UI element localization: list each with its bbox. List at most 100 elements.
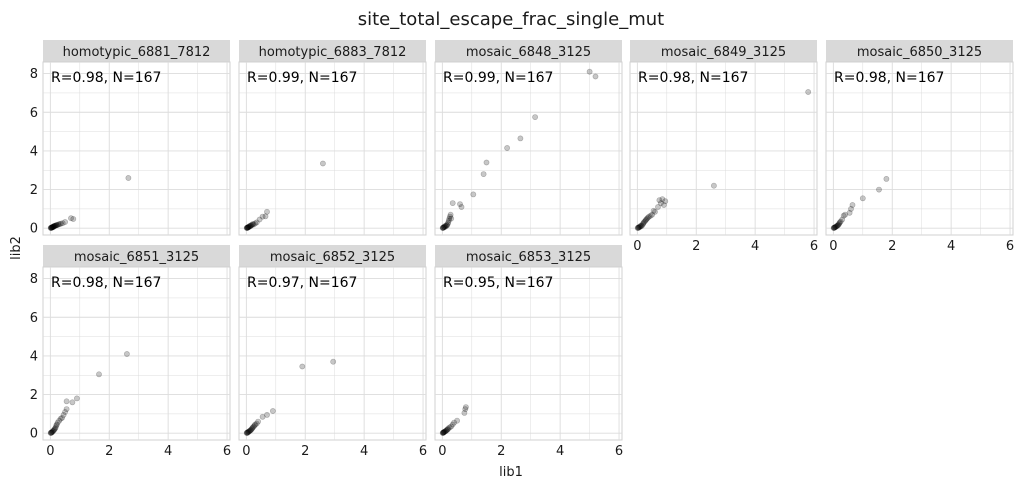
scatter-point: [446, 424, 453, 431]
scatter-point: [50, 223, 56, 230]
scatter-point: [842, 211, 848, 218]
panel-background: [42, 61, 231, 236]
scatter-point: [442, 427, 449, 434]
scatter-point: [470, 191, 477, 198]
x-tick-label: 4: [947, 239, 955, 254]
facet-panel: mosaic_6848_3125 R=0.99, N=167: [434, 40, 623, 236]
x-tick-label: 0: [46, 444, 54, 459]
scatter-point: [51, 223, 57, 230]
scatter-point: [96, 371, 102, 378]
figure-title: site_total_escape_frac_single_mut: [358, 9, 665, 30]
scatter-point: [635, 224, 641, 231]
scatter-point: [711, 182, 717, 189]
scatter-point: [53, 422, 60, 429]
scatter-point: [244, 224, 251, 231]
scatter-point: [440, 429, 447, 436]
scatter-point: [840, 212, 847, 219]
facet-panel: mosaic_6849_3125 R=0.98, N=167 0 2 4 6: [629, 40, 818, 254]
scatter-point: [63, 398, 70, 405]
scatter-point: [249, 221, 256, 228]
scatter-point: [299, 363, 306, 370]
scatter-point: [643, 216, 650, 223]
panel-background: [238, 61, 427, 236]
scatter-point: [62, 219, 68, 225]
scatter-point: [639, 221, 646, 228]
panel-annotation: R=0.97, N=167: [247, 275, 357, 291]
scatter-point: [53, 421, 60, 428]
scatter-point: [443, 222, 450, 228]
scatter-point: [658, 200, 664, 206]
y-tick-label: 4: [30, 144, 38, 159]
scatter-point: [444, 426, 451, 433]
scatter-point: [248, 426, 254, 433]
scatter-point: [444, 426, 450, 433]
x-tick-label: 2: [497, 444, 505, 459]
scatter-point: [52, 425, 58, 432]
scatter-point: [259, 213, 266, 220]
scatter-point: [246, 223, 253, 230]
scatter-point: [47, 430, 54, 436]
x-tick-label: 6: [810, 239, 818, 254]
scatter-point: [441, 223, 447, 230]
x-tick-label: 4: [360, 444, 368, 459]
x-axis-title: lib1: [499, 465, 523, 480]
scatter-point: [47, 225, 54, 231]
scatter-point: [251, 422, 258, 429]
scatter-point: [244, 224, 251, 231]
scatter-point: [243, 430, 250, 436]
scatter-point: [68, 215, 74, 222]
scatter-point: [592, 73, 599, 80]
scatter-point: [56, 417, 63, 424]
scatter-point: [48, 429, 55, 436]
facet-strip-label: homotypic_6883_7812: [259, 45, 407, 60]
y-tick-label: 2: [30, 183, 38, 198]
scatter-point: [246, 428, 253, 435]
scatter-point: [837, 218, 844, 225]
facet-panel: mosaic_6850_3125 R=0.98, N=167 0 2 4 6: [825, 40, 1014, 254]
scatter-point: [449, 421, 456, 428]
scatter-point: [831, 224, 838, 231]
facet-panel: mosaic_6852_3125 R=0.97, N=167 0 2 4 6: [238, 245, 427, 459]
facet-strip: [435, 40, 622, 62]
scatter-point: [244, 224, 251, 231]
scatter-point: [834, 222, 840, 229]
scatter-point: [256, 216, 263, 223]
panel-background: [434, 266, 623, 441]
scatter-point: [638, 222, 645, 229]
scatter-point: [69, 399, 76, 406]
scatter-point: [454, 417, 460, 424]
scatter-point: [448, 423, 455, 430]
scatter-point: [440, 429, 447, 436]
panel-annotation: R=0.98, N=167: [51, 70, 161, 86]
scatter-point: [264, 411, 270, 418]
scatter-point: [440, 429, 446, 436]
scatter-point: [645, 214, 651, 221]
y-axis-title: lib2: [9, 236, 24, 260]
scatter-point: [243, 225, 250, 231]
scatter-point: [244, 429, 251, 436]
panel-annotation: R=0.99, N=167: [247, 70, 357, 86]
scatter-point: [859, 195, 866, 202]
scatter-point: [831, 224, 837, 231]
panel-background: [238, 266, 427, 441]
scatter-point: [876, 186, 882, 193]
scatter-point: [444, 221, 451, 227]
scatter-point: [835, 221, 842, 228]
x-tick-label: 2: [888, 239, 896, 254]
scatter-point: [54, 419, 61, 426]
x-tick-label: 2: [105, 444, 113, 459]
panel-annotation: R=0.95, N=167: [443, 275, 553, 291]
scatter-point: [57, 415, 64, 422]
scatter-point: [440, 429, 447, 436]
scatter-point: [652, 208, 658, 215]
scatter-point: [442, 428, 449, 435]
scatter-point: [646, 213, 652, 220]
scatter-point: [644, 215, 650, 222]
scatter-point: [655, 204, 661, 210]
scatter-point: [461, 409, 468, 416]
scatter-point: [53, 222, 60, 228]
facet-strip-label: mosaic_6851_3125: [74, 250, 199, 265]
scatter-point: [445, 219, 452, 226]
scatter-point: [848, 205, 854, 212]
